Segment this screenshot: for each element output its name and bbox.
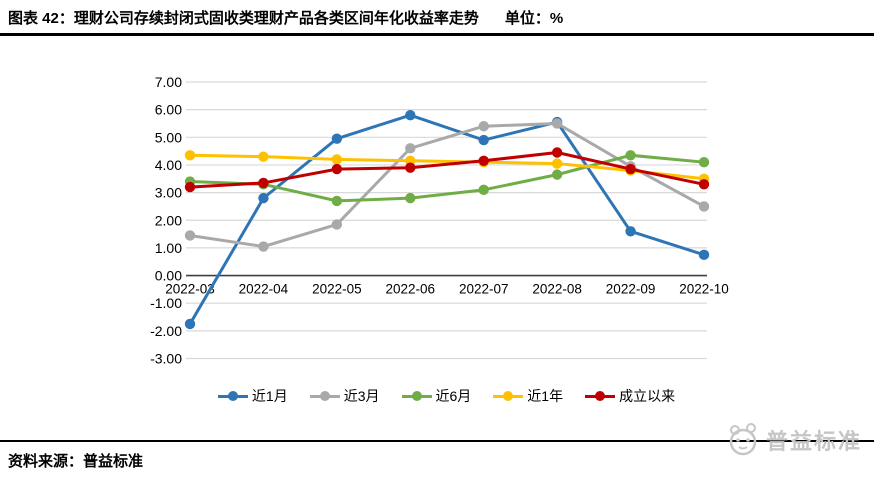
data-point-marker (551, 169, 563, 180)
line-chart: 7.00 6.00 5.00 4.00 3.00 2.00 1.00 0.00 -1.00 -2.… (150, 74, 729, 367)
y-tick-label: -3.00 (150, 351, 182, 367)
data-point-marker (551, 118, 563, 129)
data-point-marker (405, 192, 416, 204)
legend-item-0: 近1月 (217, 386, 288, 406)
legend-label: 近1月 (251, 388, 288, 404)
series-line-2 (188, 153, 706, 203)
data-point-marker (184, 230, 196, 241)
data-point-marker (551, 158, 563, 169)
legend-label: 近6月 (435, 388, 472, 404)
x-tick-label: 2022-10 (679, 282, 729, 297)
chart-unit-label: 单位：% (504, 10, 564, 27)
data-point-marker (331, 133, 343, 144)
legend-item-4: 成立以来 (585, 386, 675, 406)
chart-title: 图表 42：理财公司存续封闭式固收类理财产品各类区间年化收益率走势 (8, 10, 479, 27)
legend-marker-icon (585, 391, 616, 401)
x-tick-label: 2022-07 (459, 282, 509, 297)
data-point-marker (698, 201, 710, 212)
data-point-marker (405, 143, 416, 154)
x-tick-label: 2022-03 (165, 282, 215, 297)
data-point-marker (478, 155, 489, 167)
data-point-marker (478, 121, 489, 132)
legend-marker-icon (309, 391, 340, 401)
y-tick-label: 2.00 (155, 212, 182, 228)
data-point-marker (331, 219, 343, 230)
y-tick-label: 0.00 (155, 268, 182, 284)
logo-text: 普益标准 (765, 429, 862, 454)
legend-item-1: 近3月 (309, 386, 380, 406)
legend-marker-icon (493, 391, 524, 401)
y-tick-label: 4.00 (155, 157, 182, 173)
data-point-marker (478, 134, 489, 146)
data-point-marker (258, 241, 269, 252)
data-point-marker (625, 163, 636, 175)
data-point-marker (698, 179, 710, 190)
x-tick-label: 2022-06 (386, 282, 436, 297)
y-tick-label: 6.00 (155, 102, 182, 118)
y-tick-label: 7.00 (155, 74, 182, 90)
legend-label: 近1年 (527, 388, 564, 404)
data-point-marker (258, 177, 269, 189)
data-point-marker (698, 249, 710, 261)
title-divider (0, 33, 874, 36)
data-point-marker (405, 162, 416, 173)
legend-label: 近3月 (343, 388, 380, 404)
data-point-marker (331, 195, 343, 207)
data-point-marker (331, 154, 343, 165)
legend-marker-icon (217, 391, 248, 401)
data-point-marker (625, 150, 636, 161)
x-tick-label: 2022-05 (312, 282, 362, 297)
x-tick-label: 2022-09 (606, 282, 656, 297)
legend-label: 成立以来 (619, 388, 676, 404)
chart-header: 图表 42：理财公司存续封闭式固收类理财产品各类区间年化收益率走势 单位：% (8, 7, 866, 28)
footer-divider (0, 440, 874, 442)
data-point-marker (698, 156, 710, 168)
data-point-marker (478, 184, 489, 196)
data-point-marker (551, 147, 563, 158)
data-point-marker (405, 109, 416, 121)
data-point-marker (258, 192, 269, 204)
source-note: 资料来源：普益标准 (8, 453, 144, 470)
x-tick-label: 2022-08 (532, 282, 582, 297)
data-point-marker (184, 150, 196, 161)
y-tick-label: 3.00 (155, 185, 182, 201)
data-point-marker (625, 226, 636, 237)
legend-marker-icon (401, 391, 432, 401)
legend-item-3: 近1年 (493, 386, 563, 406)
y-tick-label: 1.00 (155, 240, 182, 256)
data-point-marker (184, 181, 196, 193)
series-line-4 (188, 151, 706, 189)
data-point-marker (184, 318, 196, 330)
panda-face-icon (729, 423, 757, 456)
x-tick-label: 2022-04 (239, 282, 289, 297)
y-tick-label: -2.00 (150, 323, 182, 339)
y-tick-label: 5.00 (155, 129, 182, 145)
chart-legend: 近1月 近3月 近6月 近1年 成立以来 (188, 386, 705, 406)
puyi-logo: 普益标准 (726, 422, 862, 458)
legend-item-2: 近6月 (401, 386, 472, 406)
y-tick-label: -1.00 (150, 295, 182, 311)
series-line-3 (188, 153, 706, 181)
data-point-marker (331, 163, 343, 175)
data-point-marker (258, 151, 269, 162)
